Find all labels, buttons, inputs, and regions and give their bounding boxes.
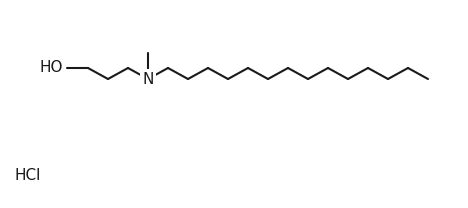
Text: N: N (142, 72, 154, 87)
Text: HO: HO (39, 61, 63, 76)
Text: HCl: HCl (15, 167, 41, 182)
